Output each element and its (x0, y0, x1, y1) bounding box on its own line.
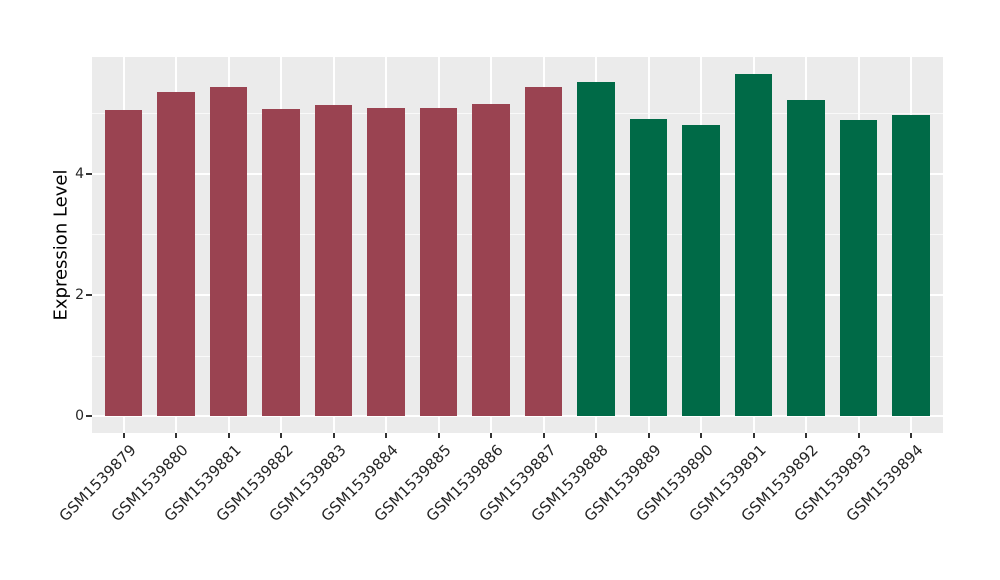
bar-GSM1539888 (577, 82, 615, 417)
gridline-major-y2 (92, 293, 943, 296)
x-tick-mark-GSM1539879 (122, 433, 125, 438)
bar-GSM1539890 (682, 124, 720, 417)
bar-GSM1539881 (209, 86, 248, 417)
x-tick-mark-GSM1539892 (805, 433, 808, 438)
y-tick-mark-0 (86, 415, 92, 418)
gridline-minor-y3 (92, 234, 943, 236)
x-tick-mark-GSM1539893 (857, 433, 860, 438)
gridline-minor-y1 (92, 355, 943, 357)
x-tick-mark-GSM1539880 (175, 433, 178, 438)
x-tick-mark-GSM1539887 (542, 433, 545, 438)
y-tick-mark-4 (86, 172, 92, 175)
bar-GSM1539882 (262, 108, 300, 417)
x-tick-mark-GSM1539885 (437, 433, 440, 438)
bar-GSM1539894 (892, 114, 930, 417)
x-tick-mark-GSM1539890 (700, 433, 703, 438)
x-tick-mark-GSM1539883 (332, 433, 335, 438)
bar-GSM1539886 (472, 104, 510, 417)
bar-GSM1539880 (157, 92, 195, 417)
x-tick-mark-GSM1539886 (490, 433, 493, 438)
bar-GSM1539893 (839, 120, 878, 417)
x-tick-mark-GSM1539882 (280, 433, 283, 438)
x-tick-mark-GSM1539891 (752, 433, 755, 438)
x-tick-mark-GSM1539894 (910, 433, 913, 438)
bar-GSM1539879 (104, 109, 143, 417)
x-tick-mark-GSM1539881 (227, 433, 230, 438)
bar-GSM1539892 (787, 100, 825, 417)
bar-GSM1539883 (314, 104, 353, 417)
bar-GSM1539885 (419, 107, 458, 417)
bar-GSM1539884 (367, 107, 405, 417)
x-tick-mark-GSM1539888 (595, 433, 598, 438)
y-tick-label-2: 2 (75, 286, 84, 303)
gridline-major-y0 (92, 415, 943, 418)
plot-panel (92, 57, 943, 433)
x-tick-mark-GSM1539884 (385, 433, 388, 438)
y-tick-label-4: 4 (75, 165, 84, 182)
bar-GSM1539891 (734, 73, 773, 417)
y-tick-label-0: 0 (75, 408, 84, 425)
x-tick-mark-GSM1539889 (647, 433, 650, 438)
gridline-minor-y5 (92, 112, 943, 114)
bar-GSM1539887 (524, 86, 563, 417)
gridline-major-y4 (92, 172, 943, 175)
y-tick-mark-2 (86, 293, 92, 296)
bar-GSM1539889 (629, 119, 668, 417)
